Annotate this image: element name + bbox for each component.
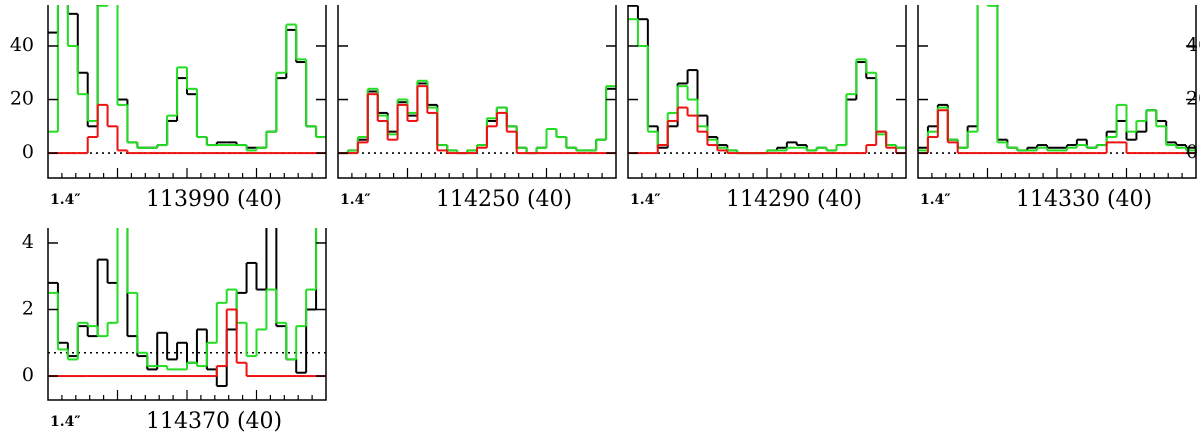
corner-label: 1.4″ — [920, 192, 951, 208]
series — [338, 82, 616, 155]
series — [918, 109, 1196, 155]
panel: 0 20 40 1.4″ 113990 (40) — [10, 5, 327, 212]
plot-area — [338, 79, 616, 155]
axis-frame — [47, 228, 327, 401]
series — [628, 18, 906, 155]
axis-frame — [917, 5, 1197, 179]
corner-label: 1.4″ — [630, 192, 661, 208]
panel-title: 114330 (40) — [1016, 187, 1152, 212]
plot-area — [918, 5, 1196, 155]
panel-title: 114250 (40) — [436, 187, 572, 212]
plot-area — [48, 5, 326, 155]
y-tick-label: 4 — [22, 231, 34, 253]
series — [48, 103, 326, 155]
corner-label: 1.4″ — [50, 414, 81, 430]
panel-title: 114290 (40) — [726, 187, 862, 212]
panel: 1.4″ 114250 (40) — [337, 5, 617, 212]
plot-area — [48, 228, 326, 388]
y-tick-label: 0 — [1186, 141, 1198, 163]
series — [918, 5, 1196, 152]
series — [628, 106, 906, 155]
panel-title: 114370 (40) — [146, 409, 282, 434]
series — [48, 228, 318, 371]
panel: 0 2 4 1.4″ 114370 (40) — [22, 228, 327, 434]
panel: 1.4″ 114290 (40) — [627, 5, 907, 212]
y-tick-label: 0 — [22, 364, 34, 386]
y-tick-label: 40 — [10, 34, 34, 56]
plot-area — [628, 5, 906, 155]
y-tick-label: 20 — [1186, 88, 1200, 110]
series — [628, 5, 906, 155]
series — [48, 228, 318, 388]
corner-label: 1.4″ — [50, 192, 81, 208]
y-tick-label: 0 — [22, 141, 34, 163]
y-tick-label: 20 — [10, 88, 34, 110]
panel-title: 113990 (40) — [146, 187, 282, 212]
corner-label: 1.4″ — [340, 192, 371, 208]
series — [918, 5, 1196, 152]
series — [48, 5, 326, 152]
y-tick-label: 40 — [1186, 34, 1200, 56]
series — [338, 79, 616, 155]
y-tick-label: 2 — [22, 298, 34, 320]
series — [338, 85, 616, 155]
panel: 0 20 40 1.4″ 114330 (40) — [917, 5, 1200, 212]
